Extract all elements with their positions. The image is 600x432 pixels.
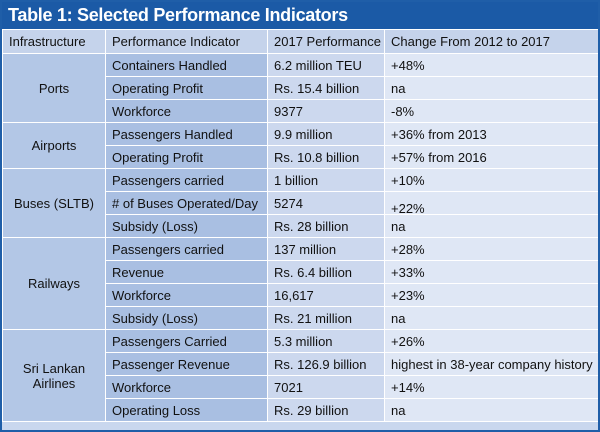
indicator-cell: Workforce (105, 283, 268, 307)
change-cell: na (384, 398, 598, 422)
indicator-cell: Passengers carried (105, 237, 268, 261)
indicator-cell: Passengers Handled (105, 122, 268, 146)
performance-cell: 5274 (267, 191, 385, 215)
change-cell: na (384, 214, 598, 238)
indicator-cell: # of Buses Operated/Day (105, 191, 268, 215)
change-cell: +26% (384, 329, 598, 353)
performance-cell: 137 million (267, 237, 385, 261)
table-row: Subsidy (Loss) Rs. 28 billion na (3, 214, 598, 238)
group-buses: Buses (SLTB) (2, 168, 106, 238)
change-cell: +10% (384, 168, 598, 192)
table-row: Workforce 16,617 +23% (3, 283, 598, 307)
performance-cell: Rs. 6.4 billion (267, 260, 385, 284)
indicator-cell: Containers Handled (105, 53, 268, 77)
change-cell: +23% (384, 283, 598, 307)
change-value: +22% (391, 200, 425, 215)
change-cell: +22% (384, 191, 598, 215)
change-cell: +36% from 2013 (384, 122, 598, 146)
table-row: Railways Passengers carried 137 million … (2, 237, 598, 330)
table-row: Buses (SLTB) Passengers carried 1 billio… (2, 168, 598, 238)
change-cell: +14% (384, 375, 598, 399)
performance-cell: 6.2 million TEU (267, 53, 385, 77)
table-row: Operating Profit Rs. 15.4 billion na (3, 76, 598, 100)
table-row: Airports Passengers Handled 9.9 million … (2, 122, 598, 169)
header-indicator: Performance Indicator (105, 29, 268, 54)
performance-cell: Rs. 10.8 billion (267, 145, 385, 169)
table-row: Workforce 7021 +14% (3, 375, 598, 399)
performance-cell: 16,617 (267, 283, 385, 307)
performance-cell: 1 billion (267, 168, 385, 192)
table-row: Operating Profit Rs. 10.8 billion +57% f… (3, 145, 598, 169)
table-title: Table 1: Selected Performance Indicators (2, 2, 598, 29)
indicator-cell: Workforce (105, 99, 268, 123)
change-cell: +33% (384, 260, 598, 284)
header-infrastructure: Infrastructure (2, 29, 106, 54)
table-row: # of Buses Operated/Day 5274 +22% (3, 191, 598, 215)
indicator-cell: Operating Loss (105, 398, 268, 422)
indicator-cell: Subsidy (Loss) (105, 306, 268, 330)
group-airports: Airports (2, 122, 106, 169)
change-cell: highest in 38-year company history (384, 352, 598, 376)
change-cell: +57% from 2016 (384, 145, 598, 169)
table-row: Revenue Rs. 6.4 billion +33% (3, 260, 598, 284)
performance-cell: Rs. 21 million (267, 306, 385, 330)
table-row: Sri Lankan Airlines Passengers Carried 5… (2, 329, 598, 422)
header-change: Change From 2012 to 2017 (384, 29, 598, 54)
table-row: Ports Containers Handled 6.2 million TEU… (2, 53, 598, 123)
performance-cell: Rs. 29 billion (267, 398, 385, 422)
header-performance: 2017 Performance (267, 29, 385, 54)
indicator-cell: Passenger Revenue (105, 352, 268, 376)
group-ports: Ports (2, 53, 106, 123)
table-row: Operating Loss Rs. 29 billion na (3, 398, 598, 422)
performance-cell: 9377 (267, 99, 385, 123)
indicator-cell: Workforce (105, 375, 268, 399)
change-cell: -8% (384, 99, 598, 123)
performance-table: Infrastructure Performance Indicator 201… (2, 29, 598, 422)
performance-cell: Rs. 126.9 billion (267, 352, 385, 376)
performance-cell: 5.3 million (267, 329, 385, 353)
indicator-cell: Passengers Carried (105, 329, 268, 353)
change-cell: +48% (384, 53, 598, 77)
change-cell: na (384, 76, 598, 100)
indicator-cell: Operating Profit (105, 145, 268, 169)
indicator-cell: Subsidy (Loss) (105, 214, 268, 238)
group-railways: Railways (2, 237, 106, 330)
performance-cell: 9.9 million (267, 122, 385, 146)
indicator-cell: Operating Profit (105, 76, 268, 100)
indicator-cell: Revenue (105, 260, 268, 284)
change-cell: na (384, 306, 598, 330)
indicator-cell: Passengers carried (105, 168, 268, 192)
group-airlines: Sri Lankan Airlines (2, 329, 106, 422)
header-row: Infrastructure Performance Indicator 201… (2, 29, 598, 54)
table-row: Subsidy (Loss) Rs. 21 million na (3, 306, 598, 330)
performance-cell: Rs. 28 billion (267, 214, 385, 238)
performance-cell: Rs. 15.4 billion (267, 76, 385, 100)
table-row: Passenger Revenue Rs. 126.9 billion high… (3, 352, 598, 376)
performance-cell: 7021 (267, 375, 385, 399)
change-cell: +28% (384, 237, 598, 261)
